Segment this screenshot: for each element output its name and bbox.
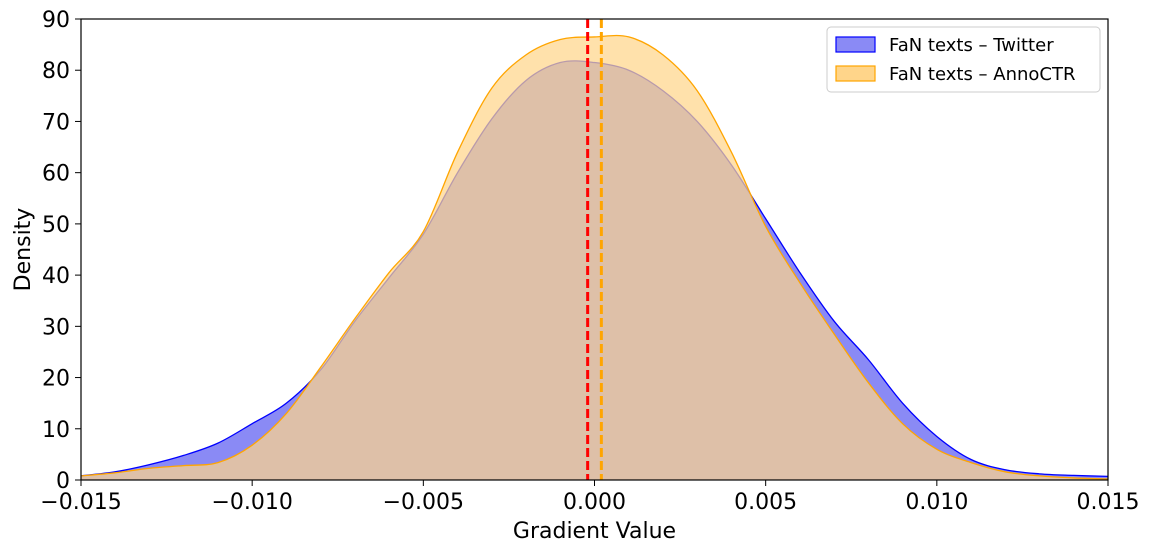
y-tick-label: 50 — [42, 213, 70, 238]
x-tick-label: 0.010 — [905, 490, 968, 515]
y-tick-label: 40 — [42, 264, 70, 289]
y-axis-label: Density — [11, 208, 36, 292]
x-axis-ticks: −0.015 −0.010 −0.005 0.000 0.005 0.010 0.015 — [40, 480, 1139, 515]
x-axis-label: Gradient Value — [513, 519, 676, 544]
x-tick-label: −0.015 — [40, 490, 121, 515]
plot-area — [80, 34, 1109, 481]
y-tick-label: 10 — [42, 418, 70, 443]
x-tick-label: −0.005 — [383, 490, 464, 515]
x-tick-label: 0.015 — [1077, 490, 1140, 515]
legend: FaN texts – Twitter FaN texts – AnnoCTR — [826, 26, 1101, 93]
series-1-line — [80, 34, 1109, 480]
y-tick-label: 0 — [56, 469, 70, 494]
legend-box — [826, 26, 1101, 93]
legend-label-1: FaN texts – AnnoCTR — [889, 64, 1075, 85]
x-tick-label: −0.010 — [211, 490, 292, 515]
y-tick-label: 30 — [42, 315, 70, 340]
y-tick-label: 60 — [42, 162, 70, 187]
y-tick-label: 20 — [42, 367, 70, 392]
y-axis-ticks: 0 10 20 30 40 50 60 70 80 90 — [42, 8, 81, 494]
series-1-area — [81, 35, 1108, 480]
y-tick-label: 70 — [42, 110, 70, 135]
y-tick-label: 80 — [42, 59, 70, 84]
legend-swatch-0 — [835, 36, 876, 53]
legend-label-0: FaN texts – Twitter — [889, 35, 1054, 56]
x-tick-label: 0.000 — [563, 490, 626, 515]
x-tick-label: 0.005 — [734, 490, 797, 515]
legend-swatch-1 — [835, 65, 876, 82]
y-tick-label: 90 — [42, 8, 70, 33]
mean-lines — [586, 19, 603, 480]
